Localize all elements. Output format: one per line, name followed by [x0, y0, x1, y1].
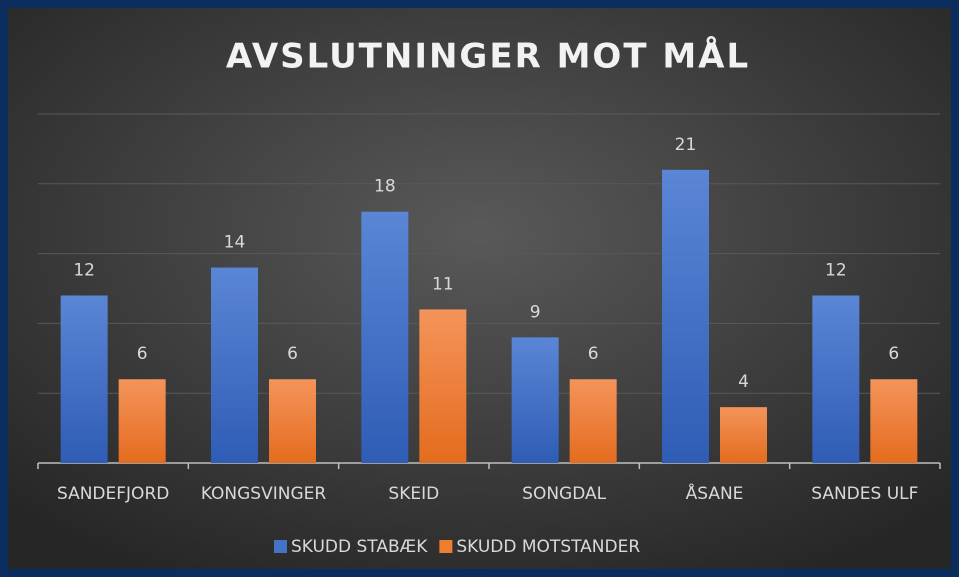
legend-label: SKUDD MOTSTANDER: [456, 537, 640, 557]
data-label: 12: [825, 260, 847, 280]
bar: [662, 169, 709, 463]
bar: [269, 379, 316, 463]
x-tick-label: ÅSANE: [686, 482, 744, 504]
data-label: 6: [137, 344, 148, 364]
bar: [870, 379, 918, 463]
data-label: 9: [530, 302, 541, 322]
bar: [812, 295, 860, 463]
data-label: 6: [888, 344, 899, 364]
bar: [419, 309, 467, 463]
data-label: 14: [224, 233, 246, 253]
bar: [720, 407, 767, 463]
bar: [569, 379, 617, 463]
x-tick-label: SKEID: [388, 484, 439, 504]
legend-swatch: [439, 540, 453, 553]
data-label: 12: [73, 260, 95, 280]
data-label: 11: [432, 274, 454, 294]
data-label: 4: [738, 372, 749, 392]
legend-swatch: [274, 540, 287, 553]
bar: [118, 379, 166, 463]
data-label: 18: [374, 177, 396, 197]
x-tick-label: KONGSVINGER: [201, 484, 327, 504]
x-tick-label: SANDES ULF: [811, 484, 918, 504]
legend-label: SKUDD STABÆK: [291, 537, 428, 557]
x-tick-label: SANDEFJORD: [57, 484, 169, 504]
data-label: 6: [588, 344, 599, 364]
bar: [361, 211, 409, 463]
bar: [511, 337, 559, 463]
chart-background: [8, 8, 951, 569]
bar: [60, 295, 108, 463]
bar: [211, 267, 258, 463]
chart-title: AVSLUTNINGER MOT MÅL: [226, 36, 750, 77]
data-label: 21: [675, 135, 697, 155]
data-label: 6: [287, 344, 298, 364]
x-tick-label: SONGDAL: [522, 484, 606, 504]
